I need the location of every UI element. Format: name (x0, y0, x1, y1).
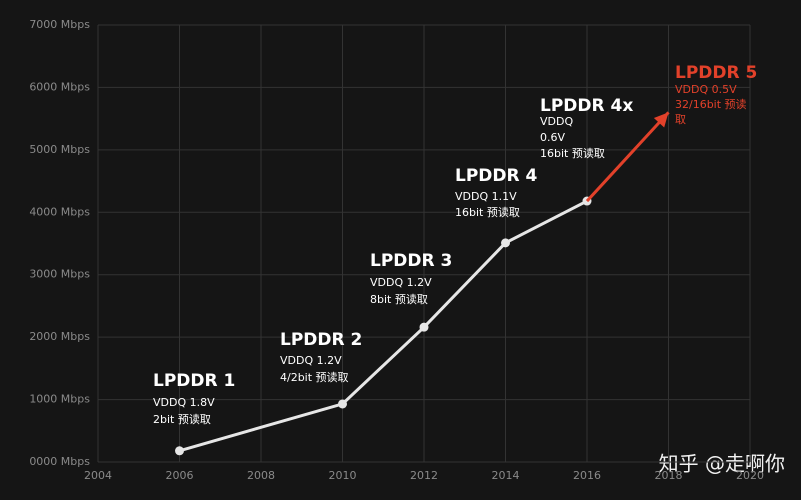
annotation-line: VDDQ 1.8V (153, 396, 215, 409)
watermark: 知乎 @走啊你 (659, 452, 785, 476)
annotation-line: 取 (675, 113, 686, 126)
y-tick-label: 1000 Mbps (29, 393, 90, 406)
annotation-line: 0.6V (540, 131, 565, 144)
x-tick-label: 2020 (736, 469, 764, 482)
y-tick-label: 7000 Mbps (29, 18, 90, 31)
annotation-line: VDDQ 0.5V (675, 83, 737, 96)
annotation-line: 16bit 预读取 (455, 205, 520, 219)
y-tick-label: 2000 Mbps (29, 330, 90, 343)
x-tick-label: 2014 (492, 469, 520, 482)
annotation-title: LPDDR 2 (280, 330, 362, 350)
y-tick-label: 0000 Mbps (29, 455, 90, 468)
annotation-line: 8bit 预读取 (370, 292, 428, 306)
arrow-head (653, 112, 669, 128)
annotation-title: LPDDR 1 (153, 371, 235, 391)
y-tick-label: 6000 Mbps (29, 80, 90, 93)
y-tick-label: 4000 Mbps (29, 205, 90, 218)
annotation-line: 2bit 预读取 (153, 412, 211, 426)
point (501, 238, 510, 248)
annotation-title: LPDDR 4x (540, 96, 633, 116)
annotation-line: VDDQ (540, 115, 573, 128)
annotation-title: LPDDR 3 (370, 251, 452, 271)
y-tick-label: 5000 Mbps (29, 143, 90, 156)
point (419, 322, 429, 332)
x-tick-label: 2004 (84, 469, 112, 482)
x-tick-label: 2016 (573, 469, 601, 482)
annotation-line: 4/2bit 预读取 (280, 370, 349, 384)
annotation-title: LPDDR 5 (675, 63, 757, 83)
y-tick-label: 3000 Mbps (29, 268, 90, 281)
point (338, 399, 347, 409)
x-tick-label: 2010 (329, 469, 357, 482)
annotation-line: 32/16bit 预读 (675, 97, 747, 111)
x-tick-label: 2008 (247, 469, 275, 482)
annotation-title: LPDDR 4 (455, 166, 538, 186)
annotation-line: VDDQ 1.2V (280, 354, 342, 367)
x-tick-label: 2006 (166, 469, 194, 482)
x-tick-label: 2018 (655, 469, 683, 482)
annotation-line: 16bit 预读取 (540, 146, 605, 160)
annotation-line: VDDQ 1.2V (370, 276, 432, 289)
x-tick-label: 2012 (410, 469, 438, 482)
point (175, 446, 184, 456)
line (585, 111, 670, 203)
annotation-line: VDDQ 1.1V (455, 190, 517, 203)
